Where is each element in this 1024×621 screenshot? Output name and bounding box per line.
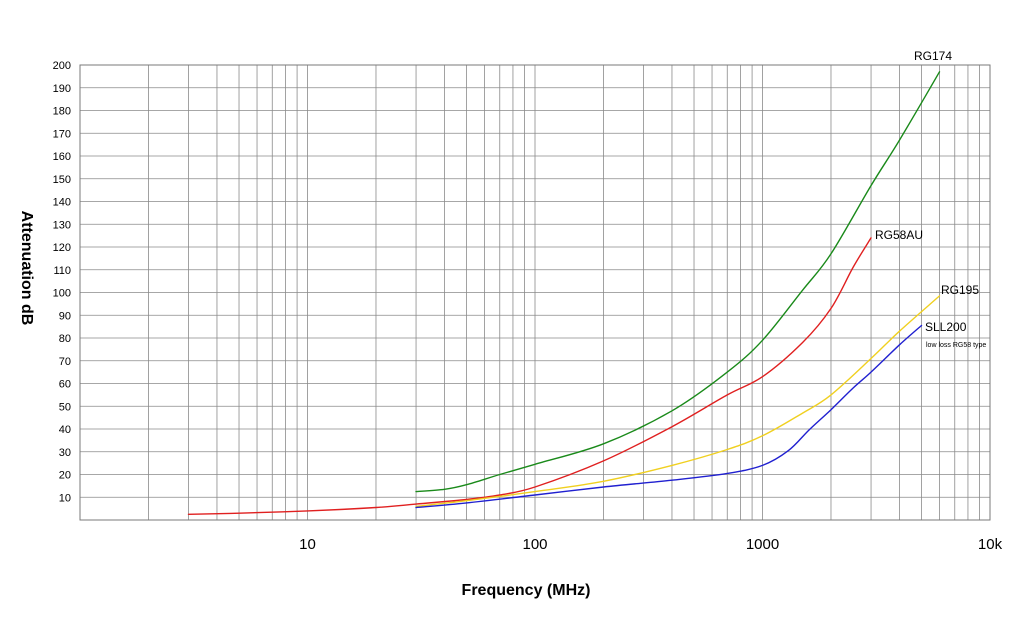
y-tick-label: 190: [53, 83, 71, 95]
y-tick-label: 160: [53, 151, 71, 163]
series-labels: RG174 RG58AU RG195 SLL200 low loss RG58 type: [875, 49, 986, 349]
x-tick-label: 10: [299, 536, 316, 553]
y-tick-label: 20: [59, 470, 71, 482]
y-tick-label: 30: [59, 447, 71, 459]
x-axis-title: Frequency (MHz): [462, 582, 591, 599]
y-tick-label: 60: [59, 379, 71, 391]
x-tick-label: 10k: [978, 536, 1003, 553]
series-note-sll200: low loss RG58 type: [926, 342, 986, 349]
y-tick-label: 170: [53, 128, 71, 140]
series-label-rg58au: RG58AU: [875, 228, 923, 242]
y-tick-label: 150: [53, 174, 71, 186]
y-axis-title: Attenuation dB: [18, 211, 35, 326]
y-tick-label: 140: [53, 197, 71, 209]
x-tick-labels: 10 100 1000 10k: [299, 536, 1002, 553]
y-tick-label: 80: [59, 333, 71, 345]
y-tick-label: 50: [59, 401, 71, 413]
x-tick-label: 100: [522, 536, 547, 553]
y-tick-label: 180: [53, 106, 71, 118]
y-tick-labels: 10 20 30 40 50 60 70 80 90 100 110 120 130 140 150 160 1…: [53, 60, 71, 504]
series-line-sll200: [415, 324, 923, 509]
y-tick-label: 40: [59, 424, 71, 436]
y-tick-label: 100: [53, 288, 71, 300]
y-tick-label: 90: [59, 310, 71, 322]
y-tick-label: 130: [53, 219, 71, 231]
grid: [80, 64, 990, 520]
series-label-sll200: SLL200: [925, 320, 967, 334]
y-tick-label: 70: [59, 356, 71, 368]
series-line-rg195: [415, 295, 941, 508]
series-label-rg195: RG195: [941, 283, 979, 297]
series-line-rg58au: [187, 237, 872, 515]
series-line-rg174: [415, 71, 941, 493]
y-tick-label: 10: [59, 492, 71, 504]
series-label-rg174: RG174: [914, 49, 952, 63]
series-lines: [187, 71, 941, 515]
plot-frame: [79, 64, 991, 521]
x-tick-label: 1000: [746, 536, 779, 553]
y-tick-label: 120: [53, 242, 71, 254]
y-tick-label: 200: [53, 60, 71, 72]
y-tick-label: 110: [53, 265, 71, 277]
